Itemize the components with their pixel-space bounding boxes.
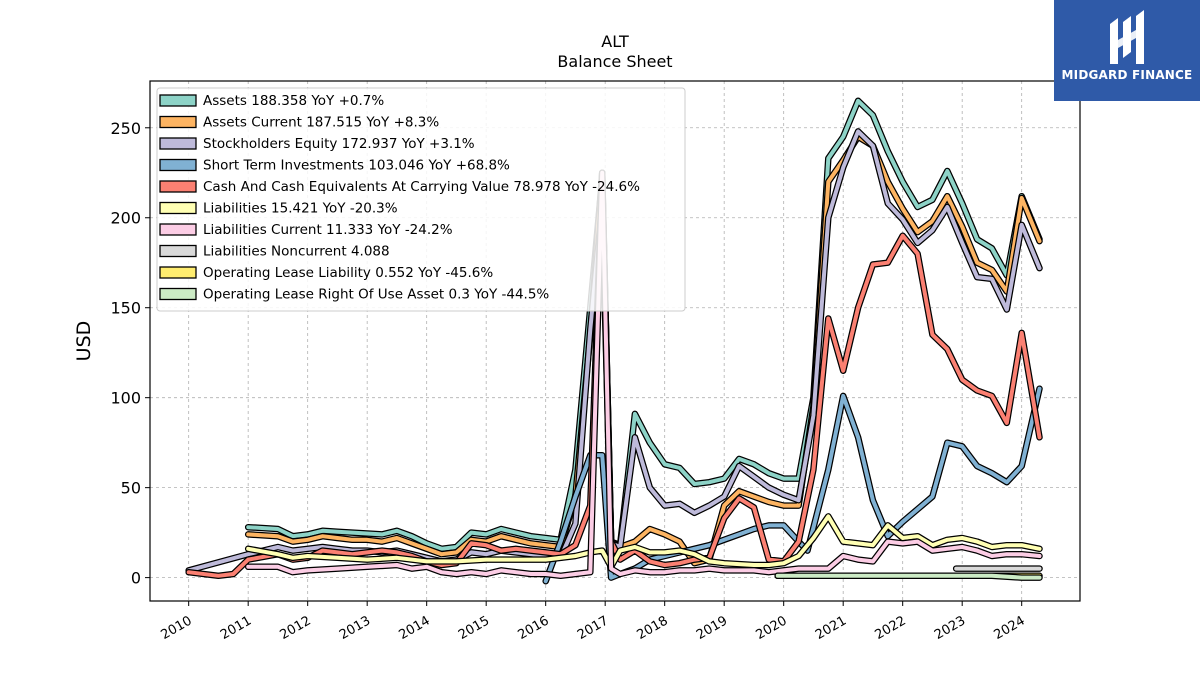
- plot-frame: [149, 80, 1081, 602]
- y-tick-label: 50: [121, 479, 141, 498]
- series-stroke: [246, 98, 1042, 551]
- series-stroke: [246, 514, 1042, 569]
- y-axis: 0 50 100 150 200 250: [110, 119, 150, 588]
- legend-swatch: [159, 94, 197, 107]
- legend-label: Assets 188.358 YoY +0.7%: [203, 93, 384, 109]
- series-line-1: [244, 97, 1043, 553]
- legend-swatch: [159, 266, 197, 279]
- legend-label: Liabilities Noncurrent 4.088: [203, 244, 390, 260]
- y-tick-label: 200: [110, 209, 141, 228]
- legend-swatch: [159, 180, 197, 193]
- legend-label: Operating Lease Liability 0.552 YoY -45.…: [203, 265, 493, 281]
- series-group: [185, 97, 1043, 585]
- series-line-10: [774, 572, 1043, 581]
- chart-title: ALT: [601, 32, 629, 51]
- midgard-finance-logo-icon: [1110, 10, 1144, 64]
- series-line-5: [185, 169, 1043, 580]
- legend-swatch: [159, 287, 197, 301]
- legend: Assets 188.358 YoY +0.7% Assets Current 1…: [156, 87, 686, 312]
- logo-text: MIDGARD FINANCE: [1061, 68, 1193, 82]
- legend-label: Cash And Cash Equivalents At Carrying Va…: [203, 179, 640, 195]
- series-stroke: [775, 573, 1042, 580]
- legend-label: Operating Lease Right Of Use Asset 0.3 Y…: [203, 287, 549, 303]
- legend-swatch: [159, 158, 197, 172]
- series-line-7: [244, 169, 1043, 580]
- legend-label: Short Term Investments 103.046 YoY +68.8…: [203, 158, 510, 174]
- legend-label: Assets Current 187.515 YoY +8.3%: [203, 115, 439, 131]
- series-stroke: [246, 170, 1042, 578]
- legend-label: Stockholders Equity 172.937 YoY +3.1%: [203, 136, 475, 152]
- y-tick-label: 250: [110, 119, 141, 138]
- series-line-2: [244, 133, 1043, 567]
- y-tick-label: 100: [110, 389, 141, 408]
- legend-swatch: [159, 115, 197, 129]
- legend-swatch: [159, 201, 197, 215]
- legend-label: Liabilities Current 11.333 YoY -24.2%: [203, 222, 453, 238]
- legend-swatch: [159, 223, 197, 236]
- series-stroke: [186, 170, 1042, 578]
- series-line-6: [244, 513, 1043, 571]
- legend-swatch: [159, 137, 197, 150]
- chart-subtitle: Balance Sheet: [557, 52, 672, 71]
- legend-label: Liabilities 15.421 YoY -20.3%: [203, 201, 398, 217]
- legend-box: [156, 87, 686, 312]
- y-axis-label: USD: [73, 321, 95, 362]
- legend-swatch: [159, 244, 197, 258]
- series-stroke: [246, 134, 1042, 566]
- y-tick-label: 0: [131, 569, 141, 588]
- brand-logo: MIDGARD FINANCE: [1054, 0, 1200, 101]
- y-tick-label: 150: [110, 299, 141, 318]
